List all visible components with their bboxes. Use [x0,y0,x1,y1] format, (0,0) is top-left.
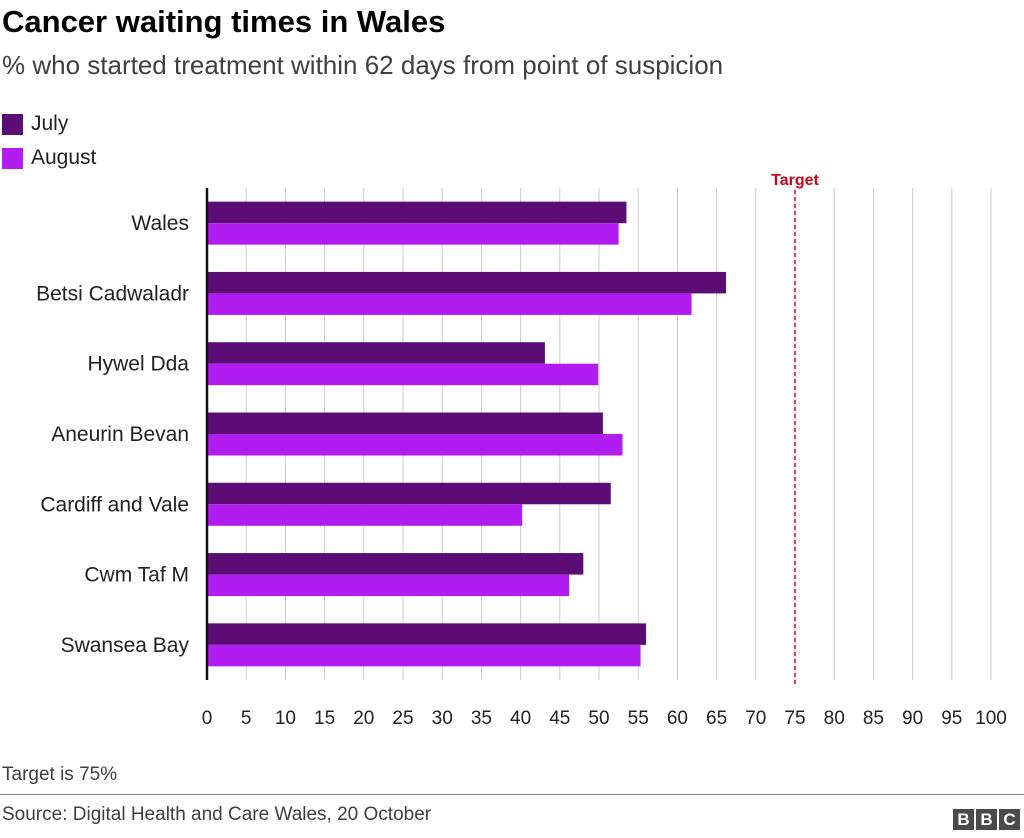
x-tick-label: 30 [432,708,453,729]
x-tick-label: 80 [824,708,845,729]
x-tick-label: 85 [863,708,884,729]
x-tick-label: 15 [314,708,335,729]
legend-swatch-august [2,147,23,169]
target-note: Target is 75% [2,764,118,785]
chart-subtitle: % who started treatment within 62 days f… [2,50,724,80]
x-tick-label: 65 [706,708,727,729]
category-label: Betsi Cadwaladr [36,282,189,305]
x-tick-label: 40 [510,708,531,729]
x-tick-label: 0 [202,708,213,729]
bar-july [207,271,727,294]
category-label: Cwm Taf M [84,564,189,587]
x-tick-label: 45 [549,708,570,729]
x-tick-label: 75 [784,708,805,729]
x-tick-label: 35 [471,708,492,729]
x-tick-label: 95 [941,708,962,729]
bar-july [207,342,545,364]
x-tick-label: 50 [588,708,609,729]
bbc-logo: B B C [953,809,1020,830]
bbc-logo-letter: B [953,809,974,830]
category-label: Swansea Bay [61,634,190,657]
category-label: Cardiff and Vale [40,493,189,516]
x-tick-label: 20 [353,708,374,729]
bar-august [207,644,641,667]
source-text: Source: Digital Health and Care Wales, 2… [2,804,432,825]
legend-item-july: July [2,112,68,136]
bar-july [207,623,647,645]
x-tick-label: 60 [667,708,688,729]
legend-label-july: July [31,112,69,135]
x-tick-label: 100 [975,708,1007,729]
bar-august [207,293,692,315]
category-label: Hywel Dda [87,353,189,376]
x-tick-label: 25 [392,708,413,729]
bar-august [207,434,623,456]
bar-august [207,223,619,245]
bbc-logo-letter: C [999,809,1020,830]
bar-july [207,553,584,575]
bbc-logo-letter: B [976,809,997,830]
footer-divider [0,794,1024,795]
bar-july [207,482,611,505]
legend-swatch-july [2,113,23,135]
category-label: Wales [131,212,189,235]
bar-august [207,504,523,526]
x-tick-label: 5 [241,708,252,729]
bar-chart: 0 5 10 15 20 25 30 35 40 45 50 55 60 65 70 75 80 85 90 95 10… [36,172,1007,729]
x-tick-label: 55 [628,708,649,729]
category-label: Aneurin Bevan [51,423,189,446]
bar-july [207,412,603,434]
bar-august [207,574,570,597]
legend-item-august: August [2,146,96,170]
x-tick-label: 10 [275,708,296,729]
bar-august [207,363,599,386]
target-label: Target [771,172,819,189]
bar-july [207,201,627,224]
x-tick-label: 90 [902,708,923,729]
legend-label-august: August [31,146,97,169]
chart-title: Cancer waiting times in Wales [2,4,446,39]
x-tick-label: 70 [745,708,766,729]
